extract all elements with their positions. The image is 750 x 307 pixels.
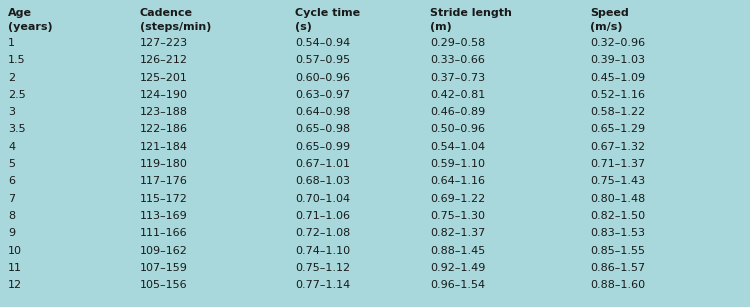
Text: Speed: Speed: [590, 8, 628, 18]
Text: 0.57–0.95: 0.57–0.95: [295, 55, 350, 65]
Text: 126–212: 126–212: [140, 55, 188, 65]
Text: 12: 12: [8, 280, 22, 290]
Text: 0.64–0.98: 0.64–0.98: [295, 107, 350, 117]
Text: 9: 9: [8, 228, 15, 238]
Text: 123–188: 123–188: [140, 107, 188, 117]
Text: 0.59–1.10: 0.59–1.10: [430, 159, 485, 169]
Text: 0.67–1.01: 0.67–1.01: [295, 159, 350, 169]
Text: 0.63–0.97: 0.63–0.97: [295, 90, 350, 100]
Text: 0.75–1.30: 0.75–1.30: [430, 211, 485, 221]
Text: 7: 7: [8, 194, 15, 204]
Text: 0.54–1.04: 0.54–1.04: [430, 142, 485, 152]
Text: 109–162: 109–162: [140, 246, 188, 256]
Text: 113–169: 113–169: [140, 211, 188, 221]
Text: 0.82–1.50: 0.82–1.50: [590, 211, 645, 221]
Text: 0.71–1.06: 0.71–1.06: [295, 211, 350, 221]
Text: 124–190: 124–190: [140, 90, 188, 100]
Text: 0.88–1.45: 0.88–1.45: [430, 246, 485, 256]
Text: 115–172: 115–172: [140, 194, 188, 204]
Text: 0.65–0.98: 0.65–0.98: [295, 125, 350, 134]
Text: 0.54–0.94: 0.54–0.94: [295, 38, 350, 48]
Text: 0.46–0.89: 0.46–0.89: [430, 107, 485, 117]
Text: 111–166: 111–166: [140, 228, 188, 238]
Text: (steps/min): (steps/min): [140, 22, 212, 32]
Text: 0.45–1.09: 0.45–1.09: [590, 72, 645, 83]
Text: 0.75–1.43: 0.75–1.43: [590, 177, 645, 186]
Text: 0.39–1.03: 0.39–1.03: [590, 55, 645, 65]
Text: 0.50–0.96: 0.50–0.96: [430, 125, 485, 134]
Text: 0.96–1.54: 0.96–1.54: [430, 280, 485, 290]
Text: 11: 11: [8, 263, 22, 273]
Text: 0.80–1.48: 0.80–1.48: [590, 194, 645, 204]
Text: (m): (m): [430, 22, 451, 32]
Text: 121–184: 121–184: [140, 142, 188, 152]
Text: 3: 3: [8, 107, 15, 117]
Text: 0.86–1.57: 0.86–1.57: [590, 263, 645, 273]
Text: 5: 5: [8, 159, 15, 169]
Text: 127–223: 127–223: [140, 38, 188, 48]
Text: 0.68–1.03: 0.68–1.03: [295, 177, 350, 186]
Text: 6: 6: [8, 177, 15, 186]
Text: 0.29–0.58: 0.29–0.58: [430, 38, 485, 48]
Text: 107–159: 107–159: [140, 263, 188, 273]
Text: 0.71–1.37: 0.71–1.37: [590, 159, 645, 169]
Text: 0.32–0.96: 0.32–0.96: [590, 38, 645, 48]
Text: (m/s): (m/s): [590, 22, 622, 32]
Text: (s): (s): [295, 22, 312, 32]
Text: 0.70–1.04: 0.70–1.04: [295, 194, 350, 204]
Text: 3.5: 3.5: [8, 125, 26, 134]
Text: 0.58–1.22: 0.58–1.22: [590, 107, 645, 117]
Text: (years): (years): [8, 22, 53, 32]
Text: 117–176: 117–176: [140, 177, 188, 186]
Text: 0.69–1.22: 0.69–1.22: [430, 194, 485, 204]
Text: 0.92–1.49: 0.92–1.49: [430, 263, 485, 273]
Text: 8: 8: [8, 211, 15, 221]
Text: 0.33–0.66: 0.33–0.66: [430, 55, 484, 65]
Text: Cadence: Cadence: [140, 8, 193, 18]
Text: 1: 1: [8, 38, 15, 48]
Text: Stride length: Stride length: [430, 8, 512, 18]
Text: 0.83–1.53: 0.83–1.53: [590, 228, 645, 238]
Text: 0.77–1.14: 0.77–1.14: [295, 280, 350, 290]
Text: 0.37–0.73: 0.37–0.73: [430, 72, 485, 83]
Text: 0.85–1.55: 0.85–1.55: [590, 246, 645, 256]
Text: 0.60–0.96: 0.60–0.96: [295, 72, 350, 83]
Text: 0.52–1.16: 0.52–1.16: [590, 90, 645, 100]
Text: 0.65–0.99: 0.65–0.99: [295, 142, 350, 152]
Text: Age: Age: [8, 8, 32, 18]
Text: 0.64–1.16: 0.64–1.16: [430, 177, 485, 186]
Text: 10: 10: [8, 246, 22, 256]
Text: 1.5: 1.5: [8, 55, 26, 65]
Text: 122–186: 122–186: [140, 125, 188, 134]
Text: 0.75–1.12: 0.75–1.12: [295, 263, 350, 273]
Text: 0.74–1.10: 0.74–1.10: [295, 246, 350, 256]
Text: 0.65–1.29: 0.65–1.29: [590, 125, 645, 134]
Text: 0.88–1.60: 0.88–1.60: [590, 280, 645, 290]
Text: 125–201: 125–201: [140, 72, 188, 83]
Text: 105–156: 105–156: [140, 280, 188, 290]
Text: 2: 2: [8, 72, 15, 83]
Text: 4: 4: [8, 142, 15, 152]
Text: 0.72–1.08: 0.72–1.08: [295, 228, 350, 238]
Text: 0.42–0.81: 0.42–0.81: [430, 90, 485, 100]
Text: Cycle time: Cycle time: [295, 8, 360, 18]
Text: 0.67–1.32: 0.67–1.32: [590, 142, 645, 152]
Text: 0.82–1.37: 0.82–1.37: [430, 228, 485, 238]
Text: 2.5: 2.5: [8, 90, 26, 100]
Text: 119–180: 119–180: [140, 159, 188, 169]
